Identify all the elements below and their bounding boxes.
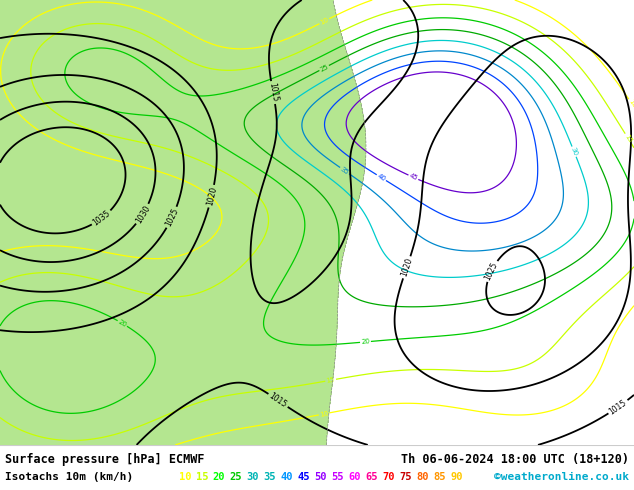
Text: 50: 50 [314, 472, 327, 482]
Text: 1025: 1025 [483, 260, 500, 282]
Text: 1025: 1025 [164, 207, 180, 228]
Text: 25: 25 [319, 63, 330, 73]
Text: 10: 10 [319, 410, 329, 417]
Text: 1020: 1020 [399, 257, 414, 278]
Text: 15: 15 [623, 133, 633, 144]
Text: 1015: 1015 [267, 82, 279, 103]
Text: 40: 40 [376, 173, 387, 183]
Text: Th 06-06-2024 18:00 UTC (18+120): Th 06-06-2024 18:00 UTC (18+120) [401, 453, 629, 466]
Text: 75: 75 [399, 472, 412, 482]
Text: 20: 20 [117, 318, 127, 328]
Text: 10: 10 [179, 472, 191, 482]
Text: 10: 10 [627, 98, 634, 109]
Text: 15: 15 [326, 376, 335, 384]
Text: 65: 65 [366, 472, 378, 482]
Text: 70: 70 [383, 472, 395, 482]
Text: 80: 80 [417, 472, 429, 482]
Text: 55: 55 [332, 472, 344, 482]
Text: Surface pressure [hPa] ECMWF: Surface pressure [hPa] ECMWF [5, 453, 205, 466]
Text: 15: 15 [196, 472, 209, 482]
Text: 60: 60 [349, 472, 361, 482]
Text: 20: 20 [361, 339, 370, 345]
Text: 1035: 1035 [91, 209, 112, 228]
Text: 30: 30 [247, 472, 259, 482]
Text: 1030: 1030 [134, 203, 152, 225]
Text: 35: 35 [339, 166, 350, 175]
Text: 40: 40 [281, 472, 294, 482]
Text: 25: 25 [230, 472, 242, 482]
Text: 35: 35 [264, 472, 276, 482]
Text: 30: 30 [569, 147, 579, 157]
Text: ©weatheronline.co.uk: ©weatheronline.co.uk [494, 472, 629, 482]
Text: 10: 10 [319, 17, 330, 26]
Text: 20: 20 [213, 472, 225, 482]
Text: 90: 90 [451, 472, 463, 482]
Text: 1015: 1015 [607, 398, 628, 416]
Text: 85: 85 [434, 472, 446, 482]
Text: 1015: 1015 [268, 392, 288, 410]
Text: 45: 45 [408, 173, 418, 182]
Text: Isotachs 10m (km/h): Isotachs 10m (km/h) [5, 472, 133, 482]
Text: 45: 45 [298, 472, 310, 482]
Text: 1020: 1020 [205, 186, 218, 207]
